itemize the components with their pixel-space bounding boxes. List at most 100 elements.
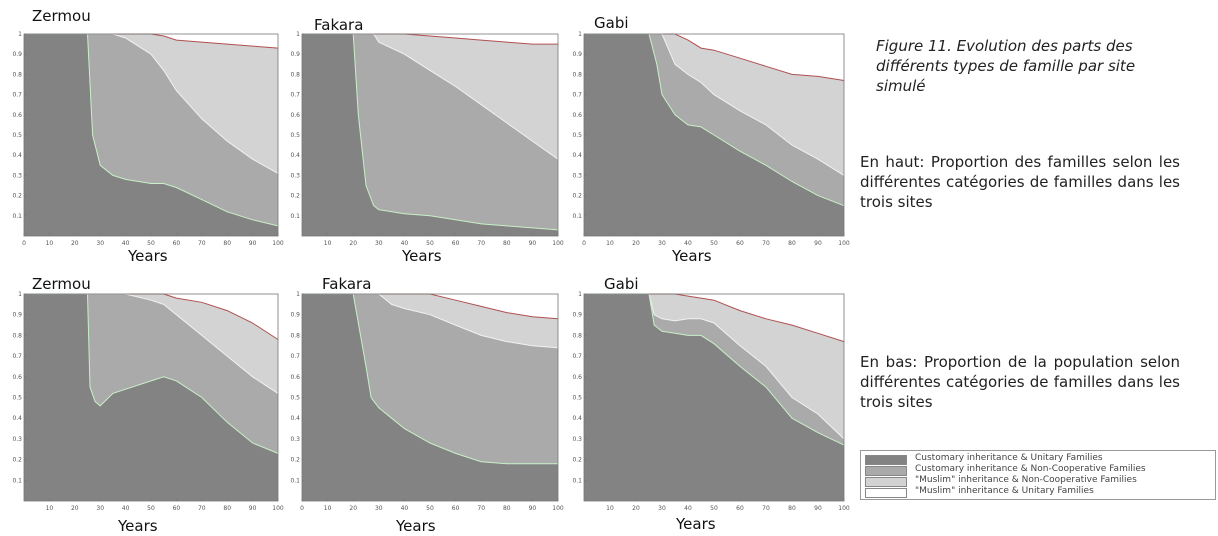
y-tick-label: 1	[296, 291, 300, 298]
y-tick-label: 0.8	[290, 71, 300, 78]
y-tick-label: 0.9	[12, 51, 22, 58]
y-tick-label: 0.4	[290, 415, 300, 422]
y-tick-label: 0.5	[572, 395, 582, 402]
x-tick-label: 100	[552, 505, 564, 512]
chart-title: Zermou	[32, 7, 91, 25]
y-tick-label: 0.5	[12, 132, 22, 139]
x-tick-label: 70	[762, 505, 770, 512]
y-tick-label: 1	[18, 291, 22, 298]
x-tick-label: 50	[710, 240, 718, 247]
y-tick-label: 0.8	[290, 332, 300, 339]
area-chart: 0 10 20 30 40 50 60 70 80 90 100 0.1 0.2 0.3 0.4 0.5 0.6…	[290, 291, 564, 512]
x-axis-label: Years	[118, 517, 158, 535]
y-tick-label: 0.4	[12, 152, 22, 159]
y-tick-label: 0.7	[290, 353, 300, 360]
x-tick-label: 80	[788, 505, 796, 512]
legend-swatch	[865, 477, 907, 487]
y-tick-label: 0.6	[290, 374, 300, 381]
legend-swatch	[865, 488, 907, 498]
y-tick-label: 0.2	[290, 457, 300, 464]
x-tick-label: 50	[147, 505, 155, 512]
x-tick-label: 80	[503, 505, 511, 512]
x-tick-label: 30	[375, 240, 383, 247]
y-tick-label: 0.1	[290, 213, 300, 220]
y-tick-label: 0.9	[12, 312, 22, 319]
x-tick-label: 80	[788, 240, 796, 247]
x-tick-label: 70	[198, 505, 206, 512]
note-top: En haut: Proportion des familles selon l…	[860, 153, 1180, 211]
x-tick-label: 40	[684, 240, 692, 247]
y-tick-label: 0.3	[12, 172, 22, 179]
x-tick-label: 0	[582, 240, 586, 247]
x-tick-label: 0	[300, 505, 304, 512]
x-tick-label: 10	[324, 240, 332, 247]
y-tick-label: 0.1	[290, 477, 300, 484]
x-tick-label: 40	[122, 505, 130, 512]
x-tick-label: 90	[249, 240, 257, 247]
x-tick-label: 60	[452, 240, 460, 247]
y-tick-label: 0.9	[290, 312, 300, 319]
x-tick-label: 10	[324, 505, 332, 512]
legend-label: Customary inheritance & Non-Cooperative …	[915, 464, 1146, 474]
y-tick-label: 0.7	[12, 353, 22, 360]
y-tick-label: 0.5	[290, 132, 300, 139]
chart-title: Zermou	[32, 275, 91, 293]
figure-caption: Figure 11. Evolution des parts des diffé…	[876, 37, 1136, 95]
y-tick-label: 0.4	[572, 152, 582, 159]
x-tick-label: 20	[349, 505, 357, 512]
x-tick-label: 70	[198, 240, 206, 247]
x-tick-label: 20	[71, 505, 79, 512]
series-boundary-line	[302, 293, 558, 465]
x-tick-label: 40	[401, 505, 409, 512]
x-axis-label: Years	[676, 515, 716, 533]
y-tick-label: 0.5	[12, 395, 22, 402]
legend: Customary inheritance & Unitary Families…	[860, 450, 1216, 500]
y-tick-label: 0.2	[290, 193, 300, 200]
y-tick-label: 0.1	[572, 477, 582, 484]
x-tick-label: 50	[147, 240, 155, 247]
x-tick-label: 40	[684, 505, 692, 512]
area-chart: 10 20 30 40 50 60 70 80 90 100 0.1 0.2 0.3 0.4 0.5 0.6 0…	[12, 291, 283, 512]
area-chart: 0 10 20 30 40 50 60 70 80 90 100 0.1 0.2 0.3 0.4 0.5 0.6…	[12, 31, 283, 247]
x-axis-label: Years	[402, 247, 442, 265]
y-tick-label: 0.7	[12, 92, 22, 99]
x-tick-label: 70	[762, 240, 770, 247]
legend-swatch	[865, 455, 907, 465]
y-tick-label: 0.7	[572, 353, 582, 360]
y-tick-label: 1	[296, 31, 300, 38]
chart-title: Fakara	[322, 275, 372, 293]
area-chart: 0 10 20 30 40 50 60 70 80 90 100 0.1 0.2 0.3 0.4 0.5 0.6…	[572, 31, 849, 247]
x-tick-label: 60	[736, 505, 744, 512]
x-tick-label: 90	[814, 505, 822, 512]
area-chart: 10 20 30 40 50 60 70 80 90 100 0.1 0.2 0.3 0.4 0.5 0.6 0…	[572, 291, 849, 512]
x-axis-label: Years	[396, 517, 436, 535]
x-tick-label: 90	[814, 240, 822, 247]
x-tick-label: 80	[223, 505, 231, 512]
legend-swatch	[865, 466, 907, 476]
x-tick-label: 50	[426, 240, 434, 247]
x-tick-label: 10	[606, 240, 614, 247]
x-tick-label: 70	[477, 240, 485, 247]
legend-label: "Muslim" inheritance & Non-Cooperative F…	[915, 475, 1137, 485]
x-tick-label: 90	[529, 240, 537, 247]
x-tick-label: 50	[426, 505, 434, 512]
y-tick-label: 0.3	[572, 172, 582, 179]
y-tick-label: 0.4	[290, 152, 300, 159]
x-tick-label: 60	[736, 240, 744, 247]
legend-label: "Muslim" inheritance & Unitary Families	[915, 486, 1094, 496]
x-tick-label: 100	[552, 240, 564, 247]
x-tick-label: 30	[658, 240, 666, 247]
y-tick-label: 0.8	[12, 332, 22, 339]
x-tick-label: 30	[375, 505, 383, 512]
note-bottom: En bas: Proportion de la population selo…	[860, 353, 1180, 411]
x-tick-label: 60	[452, 505, 460, 512]
chart-title: Fakara	[314, 16, 364, 34]
y-tick-label: 0.5	[572, 132, 582, 139]
x-tick-label: 10	[46, 505, 54, 512]
y-tick-label: 1	[578, 291, 582, 298]
y-tick-label: 0.7	[290, 92, 300, 99]
y-tick-label: 0.3	[290, 436, 300, 443]
y-tick-label: 0.6	[12, 374, 22, 381]
x-tick-label: 70	[477, 505, 485, 512]
area-series	[24, 294, 278, 501]
